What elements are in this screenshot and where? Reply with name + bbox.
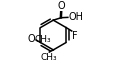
Text: O: O [58,1,65,11]
Text: O: O [27,34,35,44]
Text: F: F [72,31,78,41]
Text: CH₃: CH₃ [40,53,57,62]
Text: CH₃: CH₃ [35,35,52,44]
Text: OH: OH [68,12,83,22]
